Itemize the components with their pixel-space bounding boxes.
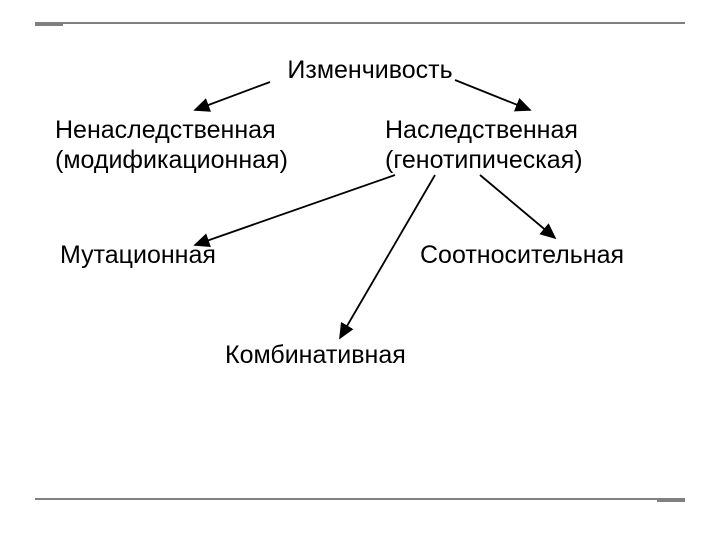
edge-right-leaf2 xyxy=(480,175,555,238)
node-leaf1: Мутационная xyxy=(60,240,240,270)
frame-bottom-accent xyxy=(657,498,685,502)
node-right-line1: Наследственная xyxy=(385,116,578,144)
node-right-line2: (генотипическая) xyxy=(385,146,583,174)
node-leaf2: Соотносительная xyxy=(420,240,660,270)
node-root: Изменчивость xyxy=(260,55,480,85)
edge-root-left xyxy=(195,82,270,110)
node-leaf3: Комбинативная xyxy=(225,340,445,370)
node-left-line1: Ненаследственная xyxy=(55,116,276,144)
node-leaf3-label: Комбинативная xyxy=(225,341,406,369)
node-leaf1-label: Мутационная xyxy=(60,241,216,269)
node-right: Наследственная (генотипическая) xyxy=(385,115,655,175)
edge-right-leaf1 xyxy=(195,175,395,245)
node-root-label: Изменчивость xyxy=(287,56,452,84)
node-left: Ненаследственная (модификационная) xyxy=(55,115,315,175)
node-leaf2-label: Соотносительная xyxy=(420,241,624,269)
node-left-line2: (модификационная) xyxy=(55,146,288,174)
frame-bottom-line xyxy=(35,498,685,500)
frame-top-accent xyxy=(35,22,63,26)
frame-top-line xyxy=(35,22,685,24)
